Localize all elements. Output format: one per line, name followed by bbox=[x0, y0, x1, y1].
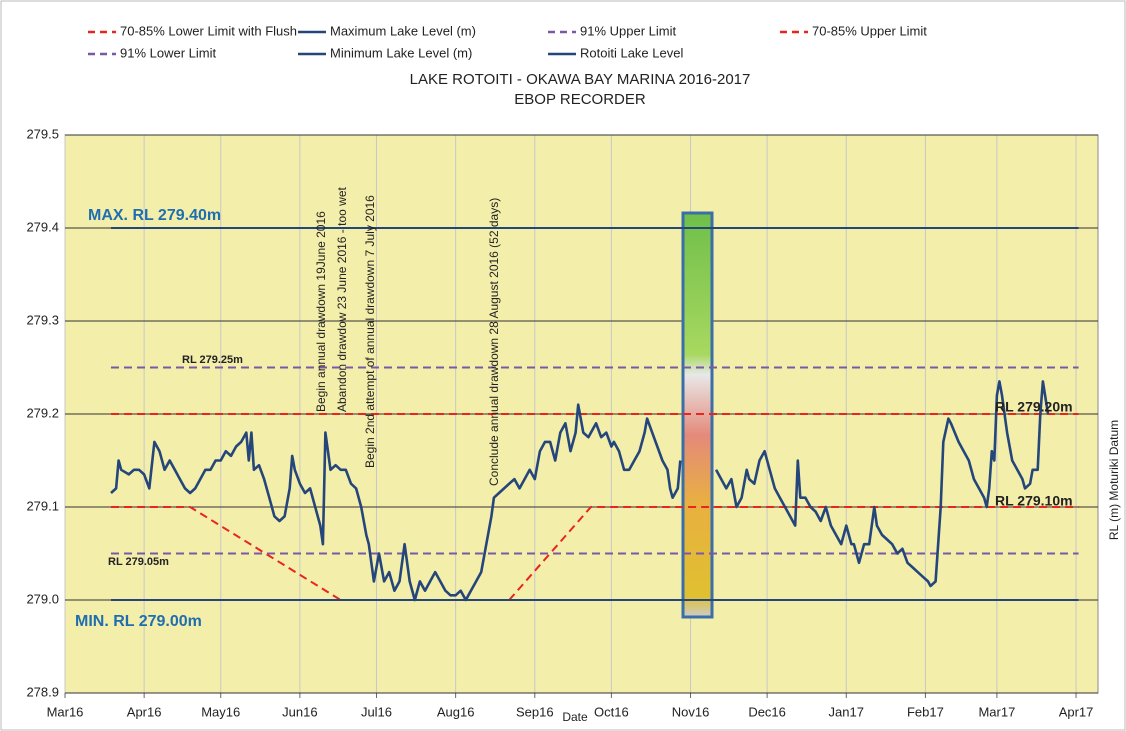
chart-title: LAKE ROTOITI - OKAWA BAY MARINA 2016-201… bbox=[410, 71, 751, 88]
annotation: Begin 2nd attempt of annual drawdown 7 J… bbox=[363, 195, 377, 468]
series-line bbox=[110, 380, 1050, 602]
annotation: MAX. RL 279.40m bbox=[88, 207, 221, 224]
chart-subtitle: EBOP RECORDER bbox=[514, 91, 646, 108]
x-tick-label: Feb17 bbox=[907, 704, 944, 719]
y-tick-label: 279.0 bbox=[26, 591, 59, 606]
legend-label: Maximum Lake Level (m) bbox=[330, 23, 476, 38]
annotation: RL 279.20m bbox=[995, 399, 1073, 415]
legend-label: Minimum Lake Level (m) bbox=[330, 45, 472, 60]
annotation: Begin annual drawdown 19June 2016 bbox=[314, 211, 328, 412]
y-tick-label: 279.5 bbox=[26, 126, 59, 141]
legend-label: Rotoiti Lake Level bbox=[580, 45, 683, 60]
x-tick-label: Apr16 bbox=[127, 704, 162, 719]
x-tick-label: May16 bbox=[201, 704, 240, 719]
y-axis-label: RL (m) Moturiki Datum bbox=[1107, 420, 1121, 540]
x-tick-label: Jan17 bbox=[829, 704, 864, 719]
x-tick-label: Apr17 bbox=[1059, 704, 1094, 719]
series-line bbox=[111, 506, 1079, 601]
x-tick-label: Mar16 bbox=[47, 704, 84, 719]
legend-label: 70-85% Lower Limit with Flush bbox=[120, 23, 297, 38]
x-tick-label: Oct16 bbox=[594, 704, 629, 719]
x-tick-label: Jul16 bbox=[361, 704, 392, 719]
x-tick-label: Nov16 bbox=[672, 704, 710, 719]
annotation: RL 279.10m bbox=[995, 493, 1073, 509]
y-tick-label: 279.2 bbox=[26, 405, 59, 420]
x-tick-label: Aug16 bbox=[437, 704, 475, 719]
legend-label: 91% Lower Limit bbox=[120, 45, 216, 60]
annotation: MIN. RL 279.00m bbox=[75, 613, 202, 630]
annotation: RL 279.05m bbox=[108, 556, 169, 568]
annotation: Abandon drawdow 23 June 2016 - too wet bbox=[335, 187, 349, 412]
y-tick-label: 279.1 bbox=[26, 498, 59, 513]
x-tick-label: Sep16 bbox=[516, 704, 554, 719]
y-tick-label: 278.9 bbox=[26, 684, 59, 699]
annotation: Conclude annual drawdown 28 August 2016 … bbox=[487, 198, 501, 486]
y-tick-label: 279.4 bbox=[26, 219, 59, 234]
x-axis-label: Date bbox=[562, 710, 588, 724]
legend-label: 70-85% Upper Limit bbox=[812, 23, 927, 38]
y-tick-label: 279.3 bbox=[26, 312, 59, 327]
annotation: RL 279.25m bbox=[182, 354, 243, 366]
x-tick-label: Jun16 bbox=[282, 704, 317, 719]
x-tick-label: Dec16 bbox=[748, 704, 786, 719]
legend-label: 91% Upper Limit bbox=[580, 23, 676, 38]
x-tick-label: Mar17 bbox=[978, 704, 1015, 719]
